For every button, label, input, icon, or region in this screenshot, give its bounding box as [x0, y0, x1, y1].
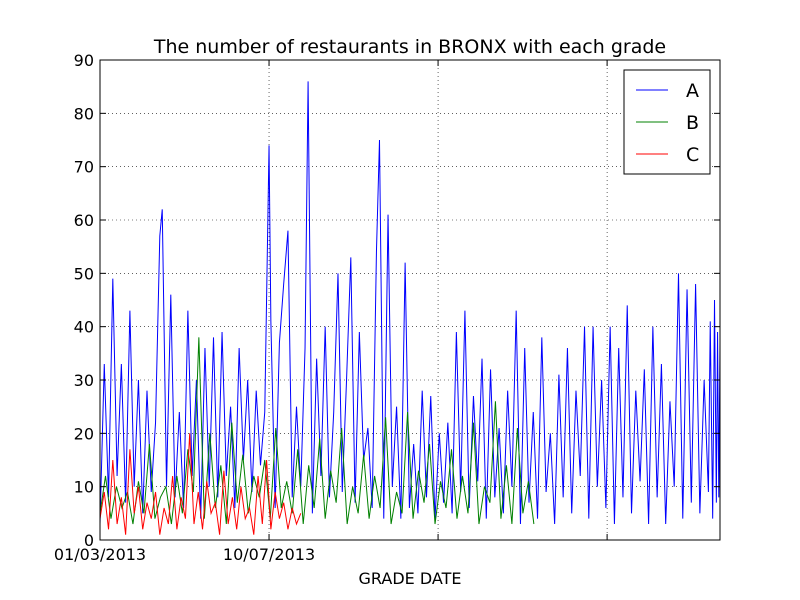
- y-tick-label: 10: [74, 478, 94, 497]
- chart-title: The number of restaurants in BRONX with …: [153, 36, 666, 58]
- x-axis-label: GRADE DATE: [359, 569, 462, 588]
- legend-label: A: [686, 80, 699, 102]
- y-tick-label: 40: [74, 318, 94, 337]
- x-tick-label: 01/03/2013: [54, 545, 146, 564]
- legend: ABC: [623, 69, 711, 175]
- x-tick-label: 10/07/2013: [223, 545, 315, 564]
- plot-frame: [99, 59, 721, 541]
- series-lines: [99, 81, 721, 535]
- series-line-c: [99, 433, 302, 535]
- y-tick-label: 90: [74, 51, 94, 70]
- series-line-a: [99, 81, 721, 525]
- y-tick-label: 80: [74, 104, 94, 123]
- y-tick-label: 60: [74, 211, 94, 230]
- y-tick-label: 20: [74, 424, 94, 443]
- y-tick-label: 0: [84, 531, 94, 550]
- legend-label: C: [686, 144, 699, 166]
- legend-label: B: [686, 112, 699, 134]
- y-axis: 0 10 20 30 40 50 60 70 80 90: [74, 51, 720, 550]
- x-axis: 01/03/2013 10/07/2013: [54, 60, 608, 564]
- y-tick-label: 50: [74, 264, 94, 283]
- y-tick-label: 70: [74, 158, 94, 177]
- series-line-b: [99, 337, 535, 525]
- y-tick-label: 30: [74, 371, 94, 390]
